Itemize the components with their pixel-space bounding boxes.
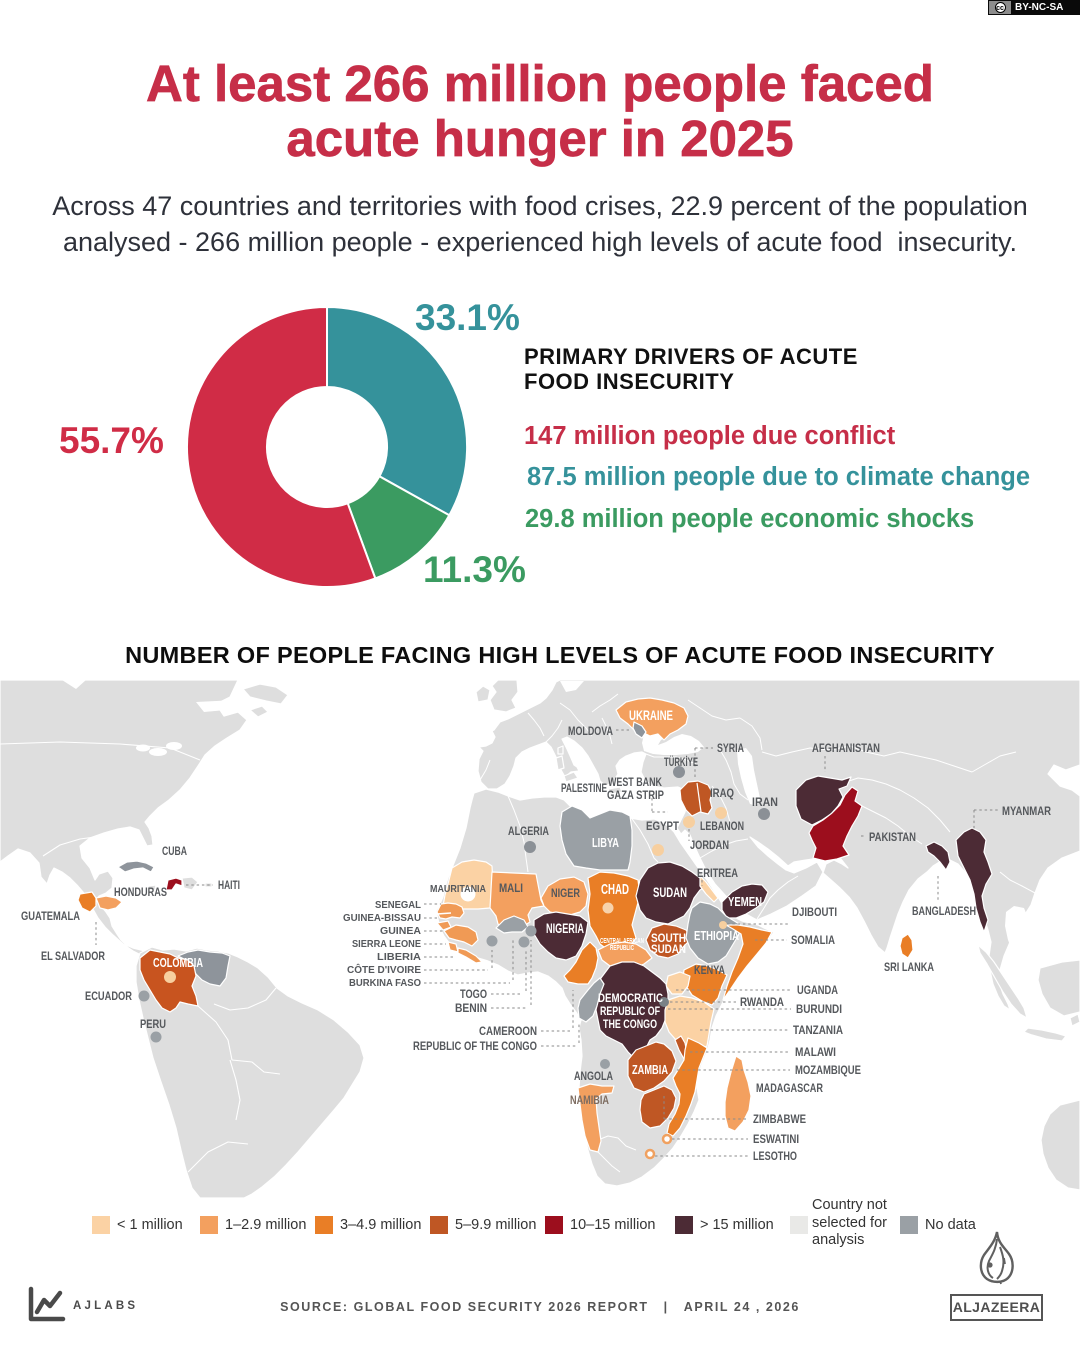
svg-text:THE CONGO: THE CONGO: [603, 1019, 657, 1031]
svg-text:SRI LANKA: SRI LANKA: [884, 962, 934, 974]
svg-text:BENIN: BENIN: [455, 1003, 487, 1015]
svg-text:JORDAN: JORDAN: [690, 840, 729, 852]
svg-text:UKRAINE: UKRAINE: [629, 708, 673, 723]
svg-text:SYRIA: SYRIA: [717, 743, 744, 755]
svg-text:REPUBLIC: REPUBLIC: [610, 945, 634, 952]
svg-text:LEBANON: LEBANON: [700, 821, 744, 833]
svg-text:MALAWI: MALAWI: [795, 1047, 836, 1059]
svg-text:KENYA: KENYA: [694, 965, 725, 977]
svg-text:HONDURAS: HONDURAS: [114, 887, 167, 899]
svg-text:NAMIBIA: NAMIBIA: [570, 1095, 609, 1107]
svg-text:DEMOCRATIC: DEMOCRATIC: [598, 993, 663, 1005]
svg-text:ANGOLA: ANGOLA: [574, 1071, 613, 1083]
svg-text:TANZANIA: TANZANIA: [793, 1025, 843, 1037]
svg-text:SUDAN: SUDAN: [653, 884, 687, 900]
svg-text:HAITI: HAITI: [218, 880, 240, 892]
svg-text:REPUBLIC OF THE CONGO: REPUBLIC OF THE CONGO: [413, 1041, 537, 1053]
svg-text:IRAN: IRAN: [752, 797, 778, 809]
svg-text:SIERRA LEONE: SIERRA LEONE: [352, 938, 421, 950]
svg-text:EGYPT: EGYPT: [646, 821, 679, 833]
svg-text:COLOMBIA: COLOMBIA: [153, 956, 203, 970]
svg-text:ZIMBABWE: ZIMBABWE: [753, 1114, 806, 1126]
svg-text:ESWATINI: ESWATINI: [753, 1134, 799, 1146]
svg-text:IRAQ: IRAQ: [710, 788, 734, 800]
svg-text:CENTRAL AFRICAN: CENTRAL AFRICAN: [600, 938, 644, 945]
svg-text:BANGLADESH: BANGLADESH: [912, 906, 976, 918]
svg-text:CAMEROON: CAMEROON: [479, 1026, 537, 1038]
svg-text:ERITREA: ERITREA: [697, 868, 738, 880]
svg-text:YEMEN: YEMEN: [728, 894, 762, 909]
svg-text:MAURITANIA: MAURITANIA: [430, 884, 486, 895]
svg-text:SUDAN: SUDAN: [651, 942, 686, 956]
svg-text:GUINEA: GUINEA: [380, 925, 421, 937]
svg-text:ECUADOR: ECUADOR: [85, 991, 133, 1003]
svg-text:CÔTE D'IVOIRE: CÔTE D'IVOIRE: [347, 963, 421, 976]
svg-text:NIGER: NIGER: [551, 888, 581, 900]
svg-text:ALGERIA: ALGERIA: [508, 826, 549, 838]
svg-text:DJIBOUTI: DJIBOUTI: [792, 907, 837, 919]
svg-text:MOLDOVA: MOLDOVA: [568, 726, 613, 738]
svg-text:MYANMAR: MYANMAR: [1002, 806, 1052, 818]
svg-text:LIBYA: LIBYA: [592, 835, 619, 850]
svg-text:LESOTHO: LESOTHO: [753, 1151, 797, 1163]
svg-text:EL SALVADOR: EL SALVADOR: [41, 951, 106, 963]
svg-text:CHAD: CHAD: [601, 882, 629, 898]
svg-text:BURUNDI: BURUNDI: [796, 1004, 842, 1016]
svg-text:SOUTH: SOUTH: [651, 931, 686, 945]
svg-text:GUINEA-BISSAU: GUINEA-BISSAU: [343, 912, 421, 924]
svg-text:SENEGAL: SENEGAL: [375, 899, 422, 911]
svg-text:PERU: PERU: [140, 1019, 166, 1031]
svg-text:ZAMBIA: ZAMBIA: [632, 1062, 668, 1077]
svg-text:REPUBLIC OF: REPUBLIC OF: [600, 1006, 660, 1018]
svg-text:TOGO: TOGO: [460, 989, 487, 1001]
svg-text:MALI: MALI: [499, 883, 523, 895]
svg-text:AFGHANISTAN: AFGHANISTAN: [812, 743, 880, 755]
svg-text:NIGERIA: NIGERIA: [546, 921, 584, 936]
svg-text:LIBERIA: LIBERIA: [377, 951, 421, 963]
svg-text:WEST BANK: WEST BANK: [608, 777, 663, 789]
svg-text:GAZA STRIP: GAZA STRIP: [607, 790, 664, 802]
svg-text:SOMALIA: SOMALIA: [791, 935, 835, 947]
svg-text:GUATEMALA: GUATEMALA: [21, 911, 80, 923]
svg-text:PAKISTAN: PAKISTAN: [869, 832, 916, 844]
svg-text:MOZAMBIQUE: MOZAMBIQUE: [795, 1065, 861, 1077]
svg-text:TÜRKİYE: TÜRKİYE: [664, 756, 698, 769]
svg-text:PALESTINE: PALESTINE: [561, 783, 607, 795]
svg-text:CUBA: CUBA: [162, 846, 187, 858]
svg-text:BURKINA FASO: BURKINA FASO: [349, 977, 421, 989]
svg-text:UGANDA: UGANDA: [797, 985, 838, 997]
svg-text:ETHIOPIA: ETHIOPIA: [694, 928, 739, 943]
svg-text:RWANDA: RWANDA: [740, 997, 784, 1009]
svg-text:MADAGASCAR: MADAGASCAR: [756, 1083, 824, 1095]
